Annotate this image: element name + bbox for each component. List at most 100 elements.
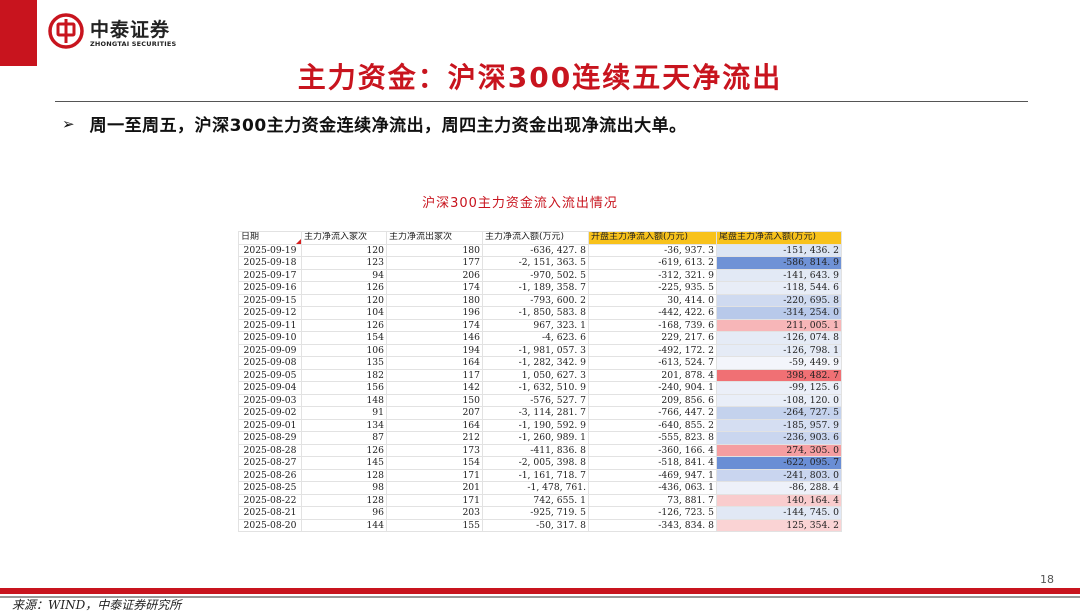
cell-open-net-inflow: 209, 856. 6 (588, 393, 717, 407)
cell-date: 2025-09-19 (238, 243, 302, 257)
cell-net-inflow: -411, 836. 8 (482, 443, 589, 457)
title-divider (55, 101, 1028, 102)
cell-net-inflow: -576, 527. 7 (482, 393, 589, 407)
cell-date: 2025-09-04 (238, 381, 302, 395)
cell-net-inflow: -1, 850, 583. 8 (482, 306, 589, 320)
cell-close-net-inflow: -126, 074. 8 (716, 331, 842, 345)
cell-net-inflow: -1, 282, 342. 9 (482, 356, 589, 370)
cell-open-net-inflow: -640, 855. 2 (588, 418, 717, 432)
cell-net-inflow: -925, 719. 5 (482, 506, 589, 520)
cell-close-net-inflow: -59, 449. 9 (716, 356, 842, 370)
cell-open-net-inflow: -126, 723. 5 (588, 506, 717, 520)
cell-net-inflow: -970, 502. 5 (482, 268, 589, 282)
cell-close-net-inflow: -118, 544. 6 (716, 281, 842, 295)
cell-inflow-count: 145 (301, 456, 387, 470)
table-row: 2025-09-12 104 196 -1, 850, 583. 8 -442, 422… (238, 306, 842, 320)
cell-inflow-count: 120 (301, 243, 387, 257)
cell-outflow-count: 174 (386, 318, 483, 332)
source-note: 来源：WIND，中泰证券研究所 (12, 598, 182, 612)
table-row: 2025-09-15 120 180 -793, 600. 2 30, 414. 0 -2… (238, 293, 842, 307)
cell-open-net-inflow: -518, 841. 4 (588, 456, 717, 470)
table-row: 2025-09-18 123 177 -2, 151, 363. 5 -619, 613… (238, 256, 842, 270)
cell-inflow-count: 148 (301, 393, 387, 407)
cell-close-net-inflow: -86, 288. 4 (716, 481, 842, 495)
cell-outflow-count: 171 (386, 493, 483, 507)
footer-divider (0, 596, 1080, 598)
brand-name-en: ZHONGTAI SECURITIES (90, 40, 177, 48)
cell-net-inflow: -1, 981, 057. 3 (482, 343, 589, 357)
cell-net-inflow: -1, 632, 510. 9 (482, 381, 589, 395)
cell-outflow-count: 117 (386, 368, 483, 382)
cell-date: 2025-09-11 (238, 318, 302, 332)
zhongtai-logo-icon (48, 13, 84, 49)
cell-open-net-inflow: -469, 947. 1 (588, 468, 717, 482)
footer-bar (0, 588, 1080, 594)
cell-date: 2025-08-29 (238, 431, 302, 445)
col-header-date: 日期 (238, 231, 302, 245)
cell-inflow-count: 104 (301, 306, 387, 320)
cell-date: 2025-08-28 (238, 443, 302, 457)
cell-net-inflow: -2, 151, 363. 5 (482, 256, 589, 270)
table-row: 2025-09-17 94 206 -970, 502. 5 -312, 321. 9-… (238, 268, 842, 282)
slide-title: 主力资金：沪深300连续五天净流出 (297, 61, 783, 94)
col-header-inflow-count: 主力净流入家次 (301, 231, 387, 245)
cell-outflow-count: 150 (386, 393, 483, 407)
cell-outflow-count: 203 (386, 506, 483, 520)
cell-date: 2025-08-20 (238, 518, 302, 532)
cell-inflow-count: 106 (301, 343, 387, 357)
col-header-open-net-inflow: 开盘主力净流入额(万元) (588, 231, 717, 245)
cell-open-net-inflow: -225, 935. 5 (588, 281, 717, 295)
cell-inflow-count: 96 (301, 506, 387, 520)
cell-inflow-count: 98 (301, 481, 387, 495)
cell-inflow-count: 91 (301, 406, 387, 420)
cell-close-net-inflow: -151, 436. 2 (716, 243, 842, 257)
table-row: 2025-08-29 87 212 -1, 260, 989. 1 -555, 823.… (238, 431, 842, 445)
table-row: 2025-09-02 91 207 -3, 114, 281. 7 -766, 447.… (238, 406, 842, 420)
cell-net-inflow: -1, 161, 718. 7 (482, 468, 589, 482)
cell-outflow-count: 194 (386, 343, 483, 357)
brand-name-cn: 中泰证券 (90, 19, 171, 41)
cell-inflow-count: 126 (301, 318, 387, 332)
cell-open-net-inflow: -555, 823. 8 (588, 431, 717, 445)
cell-inflow-count: 182 (301, 368, 387, 382)
cell-outflow-count: 201 (386, 481, 483, 495)
cell-outflow-count: 180 (386, 293, 483, 307)
cell-net-inflow: -4, 623. 6 (482, 331, 589, 345)
cell-open-net-inflow: -168, 739. 6 (588, 318, 717, 332)
table-row: 2025-09-01 134 164 -1, 190, 592. 9 -640, 855… (238, 418, 842, 432)
cell-outflow-count: 146 (386, 331, 483, 345)
cell-close-net-inflow: -141, 643. 9 (716, 268, 842, 282)
cell-net-inflow: -1, 189, 358. 7 (482, 281, 589, 295)
cell-open-net-inflow: 229, 217. 6 (588, 331, 717, 345)
table-row: 2025-09-10 154 146 -4, 623. 6 229, 217. 6 -12… (238, 331, 842, 345)
cell-inflow-count: 126 (301, 281, 387, 295)
cell-close-net-inflow: -126, 798. 1 (716, 343, 842, 357)
cell-close-net-inflow: 274, 305. 0 (716, 443, 842, 457)
table-row: 2025-09-05 182 117 1, 050, 627. 3 201, 878. … (238, 368, 842, 382)
cell-close-net-inflow: -185, 957. 9 (716, 418, 842, 432)
cell-open-net-inflow: -442, 422. 6 (588, 306, 717, 320)
cell-open-net-inflow: -613, 524. 7 (588, 356, 717, 370)
table-row: 2025-08-27 145 154 -2, 005, 398. 8 -518, 841… (238, 456, 842, 470)
table-row: 2025-09-08 135 164 -1, 282, 342. 9 -613, 524… (238, 356, 842, 370)
cell-date: 2025-09-05 (238, 368, 302, 382)
cell-inflow-count: 144 (301, 518, 387, 532)
bullet-text: 周一至周五，沪深300主力资金连续净流出，周四主力资金出现净流出大单。 (89, 116, 687, 136)
cell-close-net-inflow: 211, 005. 1 (716, 318, 842, 332)
comment-marker-icon (296, 238, 301, 244)
cell-open-net-inflow: 201, 878. 4 (588, 368, 717, 382)
cell-outflow-count: 207 (386, 406, 483, 420)
cell-close-net-inflow: -144, 745. 0 (716, 506, 842, 520)
cell-open-net-inflow: -360, 166. 4 (588, 443, 717, 457)
cell-close-net-inflow: 140, 164. 4 (716, 493, 842, 507)
cell-date: 2025-09-18 (238, 256, 302, 270)
fund-flow-table: 日期 主力净流入家次 主力净流出家次 主力净流入额(万元) 开盘主力净流入额(万… (238, 231, 842, 532)
cell-date: 2025-09-03 (238, 393, 302, 407)
cell-open-net-inflow: -436, 063. 1 (588, 481, 717, 495)
cell-close-net-inflow: -108, 120. 0 (716, 393, 842, 407)
cell-inflow-count: 126 (301, 443, 387, 457)
cell-close-net-inflow: -99, 125. 6 (716, 381, 842, 395)
cell-outflow-count: 164 (386, 356, 483, 370)
